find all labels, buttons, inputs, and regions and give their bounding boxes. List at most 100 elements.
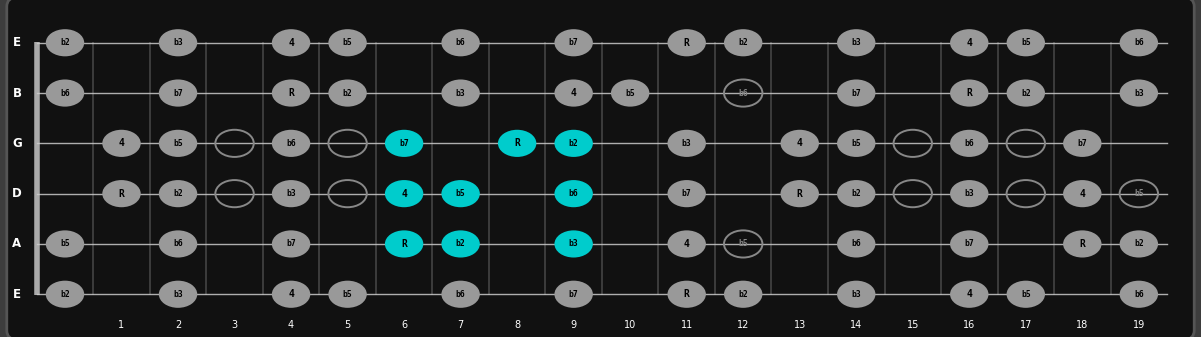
Text: A: A — [12, 238, 22, 250]
Ellipse shape — [1063, 231, 1101, 257]
Ellipse shape — [271, 80, 310, 106]
Text: 8: 8 — [514, 320, 520, 331]
Text: b7: b7 — [682, 189, 692, 198]
Ellipse shape — [271, 231, 310, 257]
Text: 16: 16 — [963, 320, 975, 331]
Text: 4: 4 — [401, 189, 407, 198]
Ellipse shape — [555, 80, 593, 106]
Ellipse shape — [837, 130, 876, 157]
Text: R: R — [683, 38, 689, 48]
Text: b3: b3 — [569, 240, 579, 248]
Text: b3: b3 — [455, 89, 466, 97]
Text: b6: b6 — [286, 139, 295, 148]
Ellipse shape — [442, 281, 480, 308]
Text: b5: b5 — [739, 240, 748, 248]
Text: R: R — [683, 289, 689, 299]
Text: 15: 15 — [907, 320, 919, 331]
Ellipse shape — [159, 180, 197, 207]
Text: b2: b2 — [60, 38, 70, 47]
Ellipse shape — [950, 80, 988, 106]
Text: b2: b2 — [455, 240, 466, 248]
Ellipse shape — [384, 231, 423, 257]
Ellipse shape — [1119, 231, 1158, 257]
Ellipse shape — [668, 29, 706, 56]
Ellipse shape — [950, 180, 988, 207]
Text: b5: b5 — [852, 139, 861, 148]
Text: b2: b2 — [173, 189, 183, 198]
Ellipse shape — [668, 231, 706, 257]
Text: b2: b2 — [1021, 89, 1030, 97]
Ellipse shape — [159, 130, 197, 157]
Text: 5: 5 — [345, 320, 351, 331]
Text: b5: b5 — [342, 38, 352, 47]
Text: b5: b5 — [342, 290, 352, 299]
Text: 1: 1 — [119, 320, 125, 331]
Text: b3: b3 — [173, 38, 183, 47]
Ellipse shape — [271, 281, 310, 308]
Ellipse shape — [1063, 130, 1101, 157]
Ellipse shape — [498, 130, 537, 157]
Ellipse shape — [384, 180, 423, 207]
Ellipse shape — [46, 80, 84, 106]
Ellipse shape — [611, 80, 650, 106]
Ellipse shape — [159, 231, 197, 257]
Text: R: R — [967, 88, 973, 98]
Ellipse shape — [442, 180, 480, 207]
Ellipse shape — [668, 130, 706, 157]
Text: b3: b3 — [852, 38, 861, 47]
Ellipse shape — [950, 231, 988, 257]
Ellipse shape — [102, 130, 141, 157]
Ellipse shape — [1063, 180, 1101, 207]
Text: b2: b2 — [852, 189, 861, 198]
Text: b6: b6 — [173, 240, 183, 248]
Ellipse shape — [781, 130, 819, 157]
Text: b6: b6 — [455, 290, 466, 299]
Text: 3: 3 — [232, 320, 238, 331]
Ellipse shape — [1006, 80, 1045, 106]
Text: 10: 10 — [625, 320, 637, 331]
Text: R: R — [119, 189, 125, 198]
Ellipse shape — [1006, 29, 1045, 56]
Ellipse shape — [837, 231, 876, 257]
Text: b6: b6 — [60, 89, 70, 97]
Ellipse shape — [159, 80, 197, 106]
Ellipse shape — [555, 130, 593, 157]
Ellipse shape — [46, 29, 84, 56]
Ellipse shape — [950, 281, 988, 308]
Text: b2: b2 — [739, 38, 748, 47]
Text: b7: b7 — [286, 240, 295, 248]
Ellipse shape — [555, 281, 593, 308]
Text: b5: b5 — [173, 139, 183, 148]
Ellipse shape — [668, 281, 706, 308]
Text: b7: b7 — [1077, 139, 1087, 148]
Text: E: E — [13, 36, 20, 49]
Text: b7: b7 — [964, 240, 974, 248]
Text: b7: b7 — [399, 139, 410, 148]
Ellipse shape — [1119, 281, 1158, 308]
Text: b6: b6 — [569, 189, 579, 198]
Ellipse shape — [555, 231, 593, 257]
Text: 17: 17 — [1020, 320, 1032, 331]
Text: b7: b7 — [569, 290, 579, 299]
Text: b3: b3 — [964, 189, 974, 198]
Text: b5: b5 — [1021, 38, 1030, 47]
Text: b3: b3 — [852, 290, 861, 299]
Text: b6: b6 — [1134, 38, 1143, 47]
Text: b6: b6 — [739, 89, 748, 97]
Ellipse shape — [102, 180, 141, 207]
Ellipse shape — [837, 29, 876, 56]
Text: 6: 6 — [401, 320, 407, 331]
Text: 4: 4 — [119, 139, 125, 148]
Text: 4: 4 — [683, 239, 689, 249]
Text: 4: 4 — [967, 38, 973, 48]
Text: b2: b2 — [739, 290, 748, 299]
Text: 4: 4 — [1080, 189, 1086, 198]
Text: b7: b7 — [569, 38, 579, 47]
Ellipse shape — [328, 29, 366, 56]
Text: b3: b3 — [286, 189, 295, 198]
Ellipse shape — [159, 29, 197, 56]
Text: 13: 13 — [794, 320, 806, 331]
Ellipse shape — [159, 281, 197, 308]
Ellipse shape — [837, 180, 876, 207]
Text: b7: b7 — [173, 89, 183, 97]
